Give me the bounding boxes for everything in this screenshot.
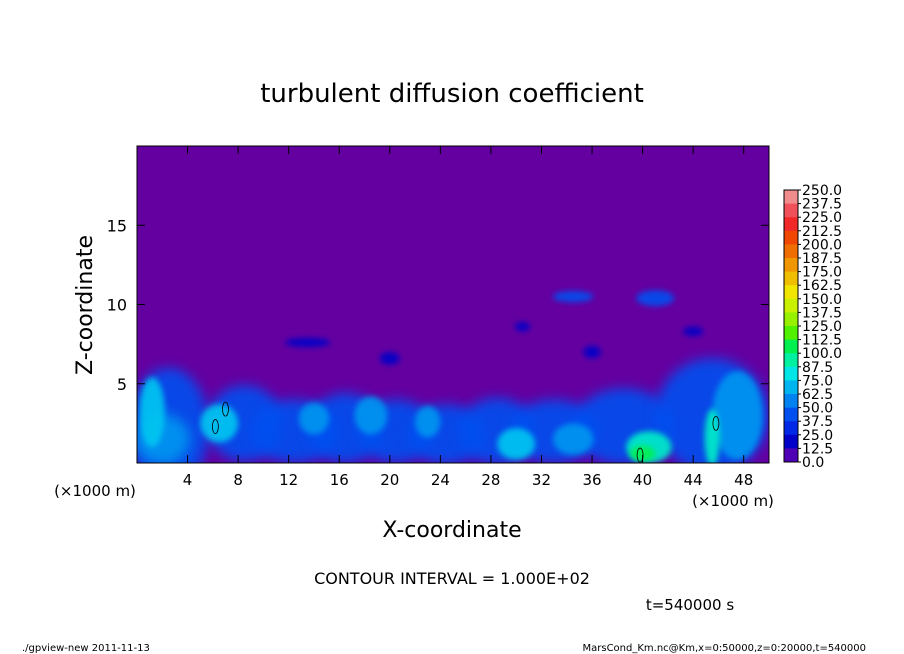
x-tick-label: 48 — [734, 471, 753, 489]
field-patch — [497, 428, 536, 460]
field-patch — [298, 402, 330, 435]
colorbar-swatch — [784, 339, 798, 354]
colorbar-level-label: 200.0 — [802, 237, 842, 253]
field-patch — [379, 352, 400, 365]
contour-interval-text: CONTOUR INTERVAL = 1.000E+02 — [314, 569, 590, 588]
colorbar-swatch — [784, 366, 798, 381]
colorbar-level-label: 137.5 — [802, 305, 842, 321]
x-tick-label: 36 — [582, 471, 601, 489]
footer-right: MarsCond_Km.nc@Km,x=0:50000,z=0:20000,t=… — [583, 643, 867, 654]
colorbar-level-label: 250.0 — [802, 183, 842, 199]
colorbar-level-label: 25.0 — [802, 428, 833, 444]
colorbar-swatch — [784, 298, 798, 313]
colorbar-swatch — [784, 190, 798, 205]
field-patch — [704, 409, 720, 463]
colorbar-level-label: 225.0 — [802, 210, 842, 226]
x-axis-label: X-coordinate — [382, 518, 521, 543]
colorbar-swatch — [784, 285, 798, 300]
x-axis: 4 8 12 16 20 24 28 32 36 40 44 48 — [183, 146, 753, 489]
colorbar-swatch — [784, 421, 798, 436]
contour-line — [712, 415, 720, 431]
footer-left: ./gpview-new 2011-11-13 — [22, 643, 150, 654]
y-tick-label: 5 — [117, 375, 127, 394]
x-tick-label: 24 — [431, 471, 450, 489]
colorbar-swatch — [784, 203, 798, 218]
colorbar-level-label: 0.0 — [802, 455, 824, 471]
contour-line — [211, 419, 219, 434]
field-patch — [712, 371, 763, 460]
x-tick-label: 20 — [380, 471, 399, 489]
colorbar: 250.0237.5225.0212.5200.0187.5175.0162.5… — [783, 183, 842, 471]
colorbar-level-label: 237.5 — [802, 197, 842, 213]
field-patch — [514, 321, 531, 332]
x-tick-label: 16 — [330, 471, 349, 489]
colorbar-level-label: 162.5 — [802, 278, 842, 294]
colorbar-level-label: 75.0 — [802, 373, 833, 389]
field-patch — [552, 423, 594, 456]
colorbar-swatch — [784, 271, 798, 286]
colorbar-level-label: 37.5 — [802, 414, 833, 430]
y-axis: 5 10 15 — [107, 216, 769, 394]
colorbar-level-label: 112.5 — [802, 333, 842, 349]
colorbar-level-label: 175.0 — [802, 265, 842, 281]
contour-line — [222, 401, 229, 417]
colorbar-level-label: 50.0 — [802, 401, 833, 417]
colorbar-swatch — [784, 312, 798, 327]
x-tick-label: 32 — [532, 471, 551, 489]
colorbar-swatch — [784, 326, 798, 341]
field-patch — [683, 326, 704, 337]
x-tick-label: 8 — [233, 471, 243, 489]
colorbar-swatch — [784, 217, 798, 232]
y-tick-label: 10 — [107, 296, 127, 315]
time-text: t=540000 s — [646, 596, 734, 614]
colorbar-swatch — [784, 434, 798, 449]
field-patch — [354, 396, 388, 435]
colorbar-swatch — [784, 394, 798, 409]
colorbar-swatch — [784, 448, 798, 463]
field-patch — [583, 345, 601, 359]
colorbar-swatch — [784, 353, 798, 368]
colorbar-level-label: 12.5 — [802, 441, 833, 457]
field-patch — [415, 405, 441, 438]
field-patch — [636, 290, 675, 307]
y-axis-label: Z-coordinate — [73, 235, 98, 375]
chart-title: turbulent diffusion coefficient — [260, 79, 644, 109]
y-tick-label: 15 — [107, 216, 127, 235]
colorbar-swatch — [784, 230, 798, 245]
field-patch — [284, 337, 331, 348]
colorbar-level-label: 212.5 — [802, 224, 842, 240]
field-patch — [200, 404, 239, 443]
field-patch — [629, 445, 656, 462]
colorbar-level-label: 62.5 — [802, 387, 833, 403]
x-tick-label: 28 — [481, 471, 500, 489]
colorbar-swatch — [784, 244, 798, 259]
colorbar-level-label: 100.0 — [802, 346, 842, 362]
plot-area — [136, 145, 770, 464]
colorbar-level-label: 87.5 — [802, 360, 833, 376]
field-patch — [139, 377, 165, 448]
field-patch — [552, 291, 594, 303]
heatmap-field — [137, 290, 769, 463]
x-tick-label: 40 — [633, 471, 652, 489]
x-tick-label: 44 — [684, 471, 703, 489]
colorbar-swatch — [784, 258, 798, 273]
x-tick-label: 12 — [279, 471, 298, 489]
colorbar-level-label: 150.0 — [802, 292, 842, 308]
colorbar-swatch — [784, 380, 798, 395]
x-tick-label: 4 — [183, 471, 193, 489]
colorbar-level-label: 187.5 — [802, 251, 842, 267]
x-axis-unit-label: (×1000 m) — [692, 492, 774, 510]
colorbar-level-label: 125.0 — [802, 319, 842, 335]
y-axis-unit-label: (×1000 m) — [54, 482, 136, 500]
colorbar-swatch — [784, 407, 798, 422]
